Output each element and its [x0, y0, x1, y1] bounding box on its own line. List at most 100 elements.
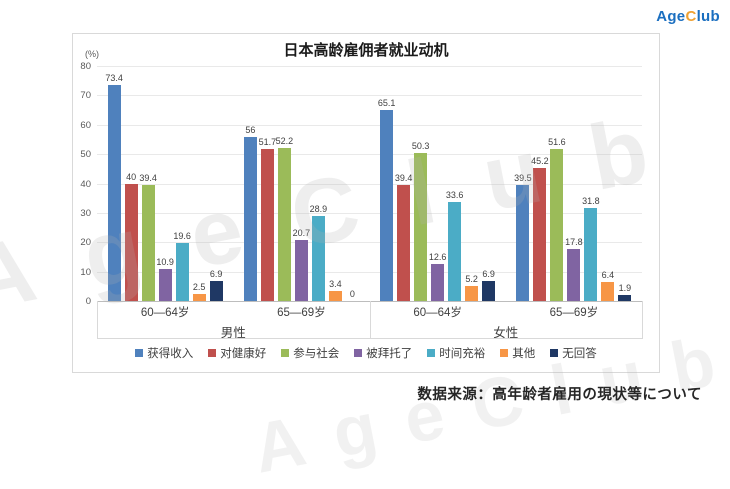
chart-frame: 日本高龄雇佣者就业动机 (%) 0 10 20 30 40 50 60 70 80 73.4 56 6…: [72, 33, 660, 373]
legend: 获得收入 对健康好 参与社会 被拜托了 时间充裕 其他 无回答: [73, 345, 659, 361]
bar-value-label: 73.4: [105, 73, 123, 84]
bar-其他-65—69岁: [328, 291, 342, 301]
bar-value-label: 12.6: [428, 251, 447, 262]
bar-时间充裕-60—64岁: [448, 202, 462, 301]
gridline: [97, 242, 642, 244]
bar-被拜托了-60—64岁: [431, 264, 445, 301]
bar-时间充裕-65—69岁: [584, 207, 598, 301]
bar-获得收入-60—64岁: [380, 109, 394, 301]
bar-value-label: 56: [245, 124, 256, 135]
legend-marker: [281, 349, 290, 357]
bar-value-label: 39.5: [514, 172, 532, 183]
legend-item: 被拜托了: [354, 345, 412, 361]
bar-对健康好-65—69岁: [260, 149, 274, 301]
bar-value-label: 6.9: [209, 268, 223, 279]
y-tick-label: 20: [80, 237, 91, 249]
gridline: [97, 212, 642, 214]
y-tick-label: 40: [80, 178, 91, 190]
category-axis-border: [97, 338, 642, 339]
bar-对健康好-60—64岁: [397, 185, 411, 301]
bar-value-label: 28.9: [309, 204, 328, 215]
y-tick-label: 60: [80, 119, 91, 131]
category-divider: [97, 301, 98, 339]
bar-value-label: 0: [349, 289, 355, 299]
bar-其他-60—64岁: [465, 285, 479, 301]
legend-item: 时间充裕: [427, 345, 485, 361]
bar-value-label: 6.9: [482, 268, 495, 279]
bar-获得收入-60—64岁: [107, 85, 121, 301]
legend-marker: [427, 349, 436, 357]
legend-item: 无回答: [550, 345, 597, 361]
category-label: 65—69岁: [549, 307, 599, 319]
chart-title: 日本高龄雇佣者就业动机: [283, 43, 449, 59]
legend-marker: [208, 349, 217, 357]
legend-item: 参与社会: [281, 345, 339, 361]
source-note: 数据来源：高年龄者雇用の現状等について: [417, 387, 702, 403]
bar-value-label: 33.6: [445, 190, 464, 201]
bar-value-label: 10.9: [156, 256, 174, 267]
category-divider: [369, 301, 371, 339]
legend-marker: [500, 349, 509, 357]
gridline: [97, 154, 642, 156]
bar-value-label: 17.8: [565, 236, 583, 247]
legend-marker: [550, 349, 559, 357]
bar-value-label: 51.6: [548, 137, 566, 148]
gridline: [97, 66, 642, 67]
page: AgeClub AgeClub AgeClub 日本高龄雇佣者就业动机 (%) …: [0, 8, 730, 488]
bar-value-label: 65.1: [377, 97, 396, 108]
bar-无回答-60—64岁: [482, 280, 496, 301]
bar-value-label: 1.9: [618, 283, 632, 294]
y-tick-label: 30: [80, 207, 91, 219]
logo-text-age: Age: [656, 8, 686, 25]
bar-value-label: 3.4: [329, 279, 342, 289]
y-tick-label: 50: [80, 149, 91, 161]
legend-label: 对健康好: [220, 348, 267, 360]
bar-无回答-60—64岁: [209, 280, 223, 301]
bar-被拜托了-60—64岁: [158, 268, 172, 301]
gridline: [97, 183, 642, 185]
category-axis: 60—64岁 65—69岁 60—64岁 65—69岁男性 女性: [97, 301, 643, 340]
legend-label: 其他: [512, 348, 536, 360]
legend-item: 对健康好: [208, 345, 266, 361]
bar-参与社会-60—64岁: [414, 153, 428, 301]
gridline: [97, 124, 642, 126]
legend-item: 获得收入: [135, 345, 193, 361]
bar-value-label: 52.2: [275, 135, 294, 146]
bar-对健康好-65—69岁: [533, 168, 547, 301]
gridline: [97, 271, 642, 273]
category-divider: [642, 301, 643, 339]
legend-label: 时间充裕: [439, 348, 486, 360]
bar-value-label: 20.7: [292, 228, 311, 239]
bar-被拜托了-65—69岁: [567, 248, 581, 301]
bar-value-label: 40: [126, 171, 137, 182]
bar-参与社会-65—69岁: [277, 147, 291, 301]
bar-其他-65—69岁: [601, 282, 615, 301]
y-tick-label: 70: [80, 90, 91, 102]
ageclub-logo: AgeClub: [656, 8, 720, 25]
bar-获得收入-65—69岁: [243, 136, 257, 301]
category-label: 60—64岁: [140, 307, 190, 319]
legend-item: 其他: [500, 345, 535, 361]
gridline: [97, 95, 642, 97]
logo-text-lub: lub: [696, 8, 720, 25]
section-label: 女性: [493, 326, 519, 340]
bar-value-label: 19.6: [173, 231, 191, 242]
legend-marker: [354, 349, 363, 357]
bar-value-label: 5.2: [465, 273, 478, 284]
bar-获得收入-65—69岁: [516, 184, 530, 301]
category-label: 65—69岁: [277, 307, 326, 319]
section-label: 男性: [220, 326, 246, 340]
legend-label: 被拜托了: [366, 348, 413, 360]
bar-value-label: 31.8: [582, 195, 600, 206]
bar-value-label: 6.4: [601, 270, 615, 281]
bar-参与社会-65—69岁: [550, 149, 564, 301]
bar-无回答-65—69岁: [618, 295, 632, 301]
bar-value-label: 50.3: [411, 141, 430, 152]
category-label: 60—64岁: [413, 307, 462, 319]
bar-value-label: 39.4: [139, 173, 157, 184]
legend-label: 获得收入: [147, 348, 194, 360]
bar-value-label: 2.5: [192, 281, 206, 292]
bar-value-label: 39.4: [394, 173, 413, 184]
plot-area: 0 10 20 30 40 50 60 70 80 73.4 56 65.1 39.5 40 51.7 39.…: [80, 61, 642, 307]
bar-时间充裕-60—64岁: [175, 243, 189, 301]
